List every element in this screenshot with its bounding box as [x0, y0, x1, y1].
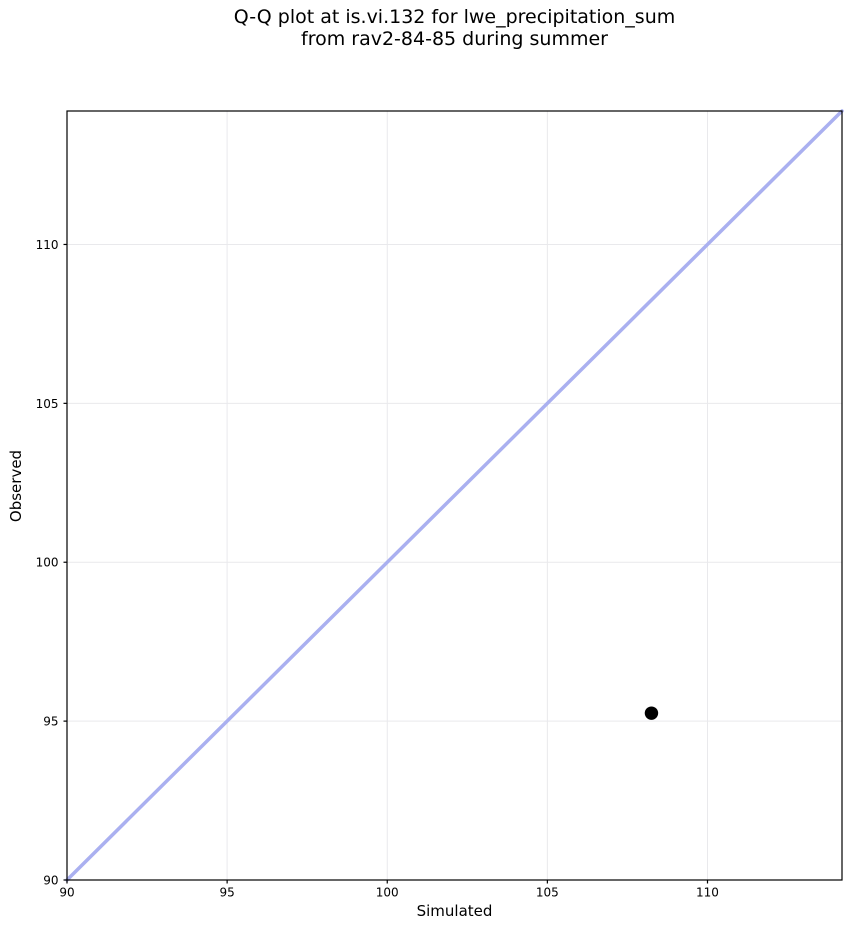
chart-title-line1: Q-Q plot at is.vi.132 for lwe_precipitat… — [233, 6, 676, 28]
chart-title: Q-Q plot at is.vi.132 for lwe_precipitat… — [67, 6, 842, 50]
chart-title-line2: from rav2-84-85 during summer — [301, 28, 608, 50]
x-tick-label: 110 — [696, 886, 719, 900]
y-tick-label: 105 — [36, 397, 59, 411]
x-tick-label: 90 — [59, 886, 74, 900]
x-tick-label: 100 — [376, 886, 399, 900]
plot-border — [66, 110, 843, 881]
y-tick-label: 100 — [36, 556, 59, 570]
y-tick-label: 90 — [43, 874, 58, 888]
y-axis-label: Observed — [7, 449, 25, 523]
x-tick-label: 95 — [219, 886, 234, 900]
x-axis-label: Simulated — [416, 902, 493, 920]
y-tick-label: 95 — [43, 715, 58, 729]
identity-line — [65, 109, 844, 882]
data-point — [644, 706, 659, 720]
y-tick-label: 110 — [36, 238, 59, 252]
x-tick-label: 105 — [536, 886, 559, 900]
